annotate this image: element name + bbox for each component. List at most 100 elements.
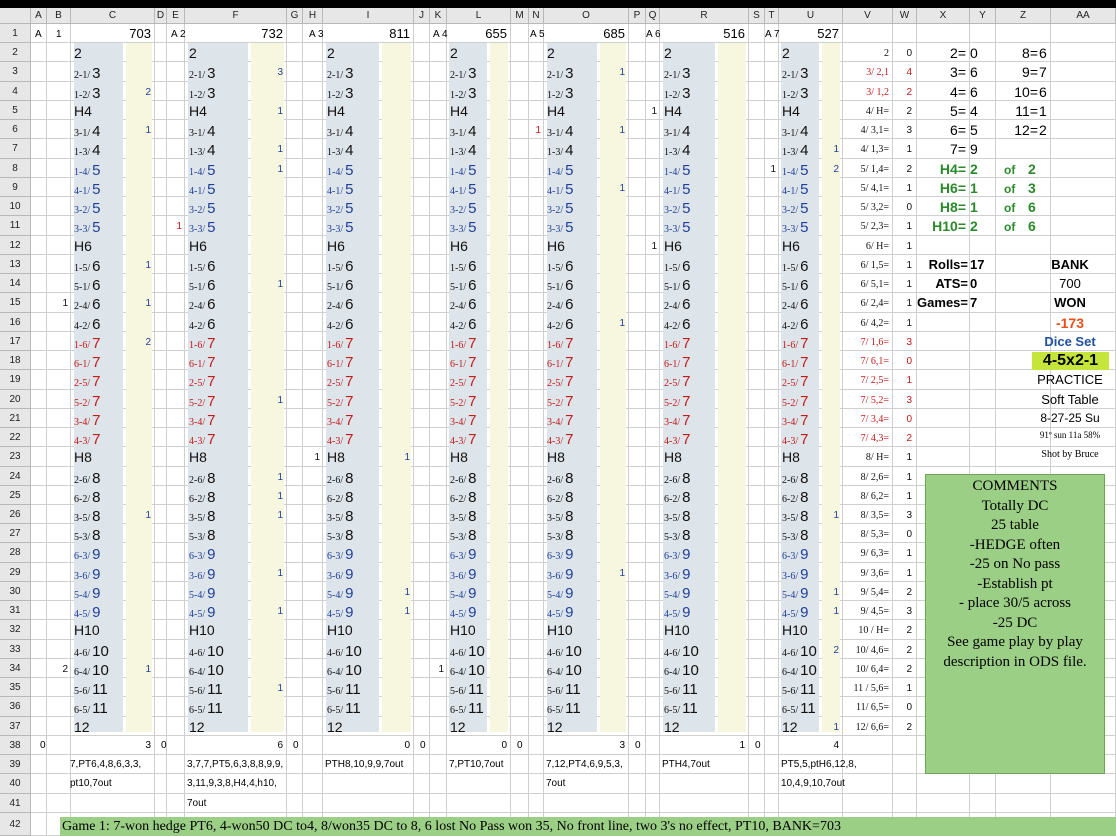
cell[interactable] — [843, 543, 893, 563]
cell[interactable] — [646, 505, 660, 525]
cell[interactable] — [31, 351, 47, 371]
cell[interactable] — [996, 793, 1051, 813]
cell[interactable] — [646, 639, 660, 659]
cell[interactable] — [414, 581, 430, 602]
game-5-note[interactable]: 7,12,PT4,6,9,5,3, — [546, 759, 623, 771]
cell[interactable] — [511, 562, 529, 582]
cell[interactable] — [31, 812, 47, 836]
game-7-note[interactable]: PT5,5,ptH6,12,8, — [781, 759, 857, 771]
cell[interactable] — [893, 216, 917, 236]
cell[interactable] — [529, 562, 544, 582]
cell[interactable] — [47, 466, 71, 486]
cell[interactable] — [970, 351, 996, 371]
cell[interactable] — [155, 774, 167, 794]
cell[interactable] — [893, 408, 917, 429]
cell[interactable] — [430, 678, 447, 698]
cell[interactable] — [447, 716, 511, 736]
cell[interactable] — [843, 562, 893, 582]
game-5-note[interactable]: 7out — [546, 778, 566, 790]
cell[interactable] — [167, 62, 185, 82]
cell[interactable] — [323, 24, 414, 44]
cell[interactable] — [749, 254, 765, 275]
column-header-k[interactable]: K — [430, 8, 447, 24]
cell[interactable] — [646, 293, 660, 313]
cell[interactable] — [287, 216, 303, 236]
cell[interactable] — [47, 81, 71, 101]
cell[interactable] — [779, 793, 843, 813]
cell[interactable] — [31, 620, 47, 640]
cell[interactable] — [749, 370, 765, 390]
cell[interactable] — [430, 293, 447, 313]
cell[interactable] — [31, 755, 47, 775]
cell[interactable] — [843, 370, 893, 390]
cell[interactable] — [303, 235, 323, 255]
cell[interactable] — [430, 428, 447, 448]
cell[interactable] — [71, 774, 155, 794]
row-header-10[interactable]: 10 — [0, 197, 31, 217]
cell[interactable] — [893, 24, 917, 44]
cell[interactable] — [917, 793, 970, 813]
column-header-f[interactable]: F — [185, 8, 287, 24]
cell[interactable] — [303, 389, 323, 409]
cell[interactable] — [47, 43, 71, 63]
cell[interactable] — [893, 774, 917, 794]
cell[interactable] — [843, 716, 893, 736]
cell[interactable] — [970, 120, 996, 140]
cell[interactable] — [749, 678, 765, 698]
cell[interactable] — [511, 139, 529, 159]
cell[interactable] — [414, 543, 430, 563]
cell[interactable] — [765, 197, 779, 217]
cell[interactable] — [287, 447, 303, 467]
cell[interactable] — [287, 62, 303, 82]
cell[interactable] — [414, 158, 430, 178]
cell[interactable] — [47, 100, 71, 121]
cell[interactable] — [47, 581, 71, 602]
cell[interactable] — [749, 716, 765, 736]
cell[interactable] — [749, 331, 765, 352]
cell[interactable] — [430, 351, 447, 371]
cell[interactable] — [893, 62, 917, 82]
cell[interactable] — [31, 581, 47, 602]
cell[interactable] — [430, 24, 447, 44]
cell[interactable] — [155, 485, 167, 505]
cell[interactable] — [430, 658, 447, 679]
cell[interactable] — [287, 428, 303, 448]
cell[interactable] — [749, 658, 765, 679]
cell[interactable] — [629, 408, 646, 429]
cell[interactable] — [646, 755, 660, 775]
cell[interactable] — [843, 524, 893, 544]
cell[interactable] — [765, 447, 779, 467]
cell[interactable] — [529, 139, 544, 159]
cell[interactable] — [843, 331, 893, 352]
cell[interactable] — [511, 447, 529, 467]
cell[interactable] — [31, 120, 47, 140]
cell[interactable] — [47, 158, 71, 178]
cell[interactable] — [843, 158, 893, 178]
column-header-n[interactable]: N — [529, 8, 544, 24]
row-header-2[interactable]: 2 — [0, 43, 31, 63]
column-header-z[interactable]: Z — [996, 8, 1051, 24]
cell[interactable] — [303, 177, 323, 198]
cell[interactable] — [47, 312, 71, 332]
cell[interactable] — [996, 177, 1051, 198]
cell[interactable] — [765, 100, 779, 121]
cell[interactable] — [749, 100, 765, 121]
cell[interactable] — [414, 24, 430, 44]
cell[interactable] — [303, 100, 323, 121]
cell[interactable] — [765, 62, 779, 82]
cell[interactable] — [31, 81, 47, 101]
cell[interactable] — [414, 639, 430, 659]
cell[interactable] — [996, 62, 1051, 82]
cell[interactable] — [843, 735, 893, 756]
cell[interactable] — [970, 408, 996, 429]
cell[interactable] — [893, 543, 917, 563]
cell[interactable] — [155, 216, 167, 236]
cell[interactable] — [996, 216, 1051, 236]
row-header-6[interactable]: 6 — [0, 120, 31, 140]
cell[interactable] — [303, 658, 323, 679]
cell[interactable] — [155, 293, 167, 313]
cell[interactable] — [47, 428, 71, 448]
cell[interactable] — [47, 735, 71, 756]
cell[interactable] — [765, 177, 779, 198]
cell[interactable] — [749, 274, 765, 294]
